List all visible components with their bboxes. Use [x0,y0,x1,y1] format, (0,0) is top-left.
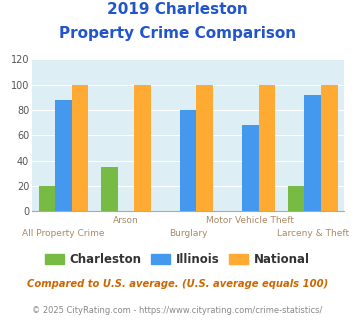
Text: Larceny & Theft: Larceny & Theft [277,229,349,238]
Text: Arson: Arson [113,216,139,225]
Bar [288,186,305,211]
Bar [55,100,72,211]
Text: Compared to U.S. average. (U.S. average equals 100): Compared to U.S. average. (U.S. average … [27,279,328,289]
Bar [196,85,213,211]
Text: 2019 Charleston: 2019 Charleston [107,2,248,16]
Bar [180,110,196,211]
Text: © 2025 CityRating.com - https://www.cityrating.com/crime-statistics/: © 2025 CityRating.com - https://www.city… [32,306,323,315]
Bar [72,85,88,211]
Text: Property Crime Comparison: Property Crime Comparison [59,26,296,41]
Text: All Property Crime: All Property Crime [22,229,105,238]
Bar [134,85,151,211]
Bar [39,186,55,211]
Bar [305,95,321,211]
Text: Motor Vehicle Theft: Motor Vehicle Theft [207,216,294,225]
Bar [259,85,275,211]
Bar [321,85,338,211]
Legend: Charleston, Illinois, National: Charleston, Illinois, National [40,248,315,271]
Text: Burglary: Burglary [169,229,207,238]
Bar [242,125,259,211]
Bar [101,167,118,211]
